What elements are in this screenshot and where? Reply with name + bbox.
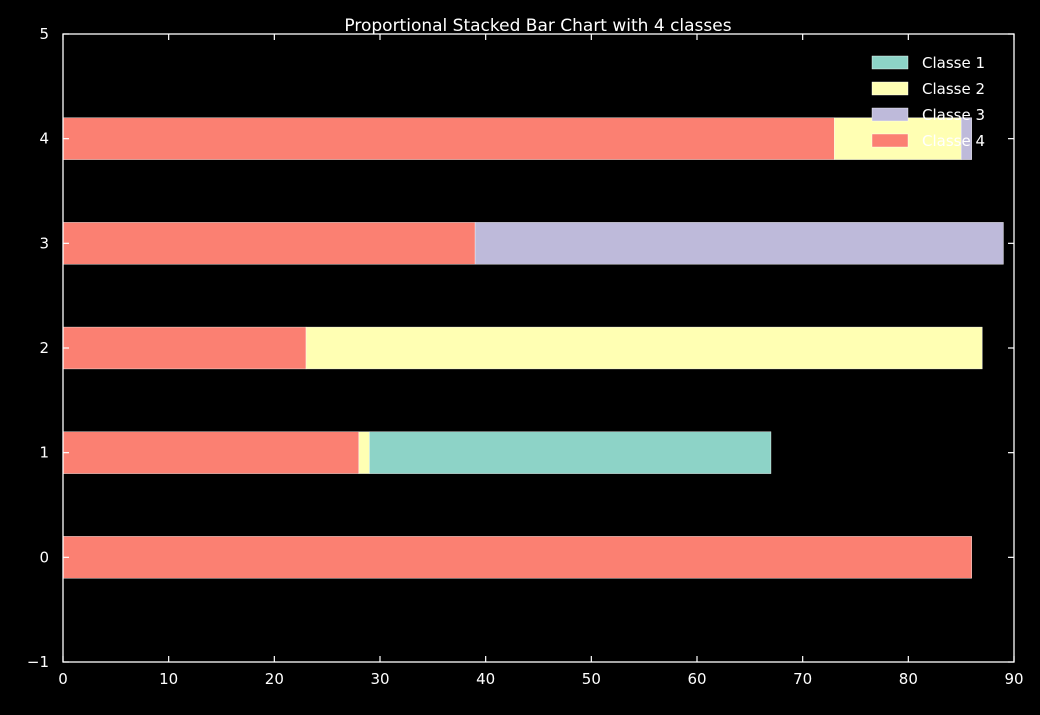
x-tick-label: 50 xyxy=(582,670,601,688)
legend: Classe 1 Classe 2 Classe 3 Classe 4 xyxy=(871,54,985,150)
bar-4-classe-3 xyxy=(960,117,972,160)
legend-label: Classe 1 xyxy=(922,54,985,72)
bar-3-classe-3 xyxy=(474,222,1004,265)
x-tick-label: 40 xyxy=(476,670,495,688)
bar-1-classe-4 xyxy=(62,431,360,474)
chart-title: Proportional Stacked Bar Chart with 4 cl… xyxy=(344,16,731,36)
y-tick-label: 5 xyxy=(39,25,49,43)
y-tick-label: 1 xyxy=(39,444,49,462)
bar-3-classe-4 xyxy=(62,222,476,265)
legend-label: Classe 4 xyxy=(922,132,985,150)
x-tick-label: 20 xyxy=(265,670,284,688)
legend-label: Classe 3 xyxy=(922,106,985,124)
y-tick-label: 4 xyxy=(39,130,49,148)
x-tick-label: 0 xyxy=(58,670,68,688)
bar-1-classe-2 xyxy=(358,431,370,474)
x-tick-label: 30 xyxy=(370,670,389,688)
bars-group xyxy=(62,117,1004,579)
bar-1-classe-1 xyxy=(369,431,772,474)
bar-0-classe-4 xyxy=(62,536,972,579)
legend-swatch xyxy=(871,133,909,148)
x-tick-label: 80 xyxy=(899,670,918,688)
legend-label: Classe 2 xyxy=(922,80,985,98)
x-tick-label: 60 xyxy=(687,670,706,688)
bar-2-classe-2 xyxy=(305,326,983,370)
bar-4-classe-4 xyxy=(62,117,835,160)
y-tick-label: −1 xyxy=(27,653,49,671)
y-tick-label: 3 xyxy=(39,234,49,252)
y-axis: −1 0 1 2 3 4 5 xyxy=(27,25,1014,671)
legend-swatch xyxy=(871,107,909,122)
legend-swatch xyxy=(871,55,909,70)
bar-2-classe-4 xyxy=(62,326,307,370)
y-tick-label: 0 xyxy=(39,548,49,566)
x-tick-label: 90 xyxy=(1004,670,1023,688)
legend-swatch xyxy=(871,81,909,96)
x-tick-label: 10 xyxy=(159,670,178,688)
x-axis: 0 10 20 30 40 50 60 70 80 90 xyxy=(58,34,1024,688)
x-tick-label: 70 xyxy=(793,670,812,688)
y-tick-label: 2 xyxy=(39,339,49,357)
